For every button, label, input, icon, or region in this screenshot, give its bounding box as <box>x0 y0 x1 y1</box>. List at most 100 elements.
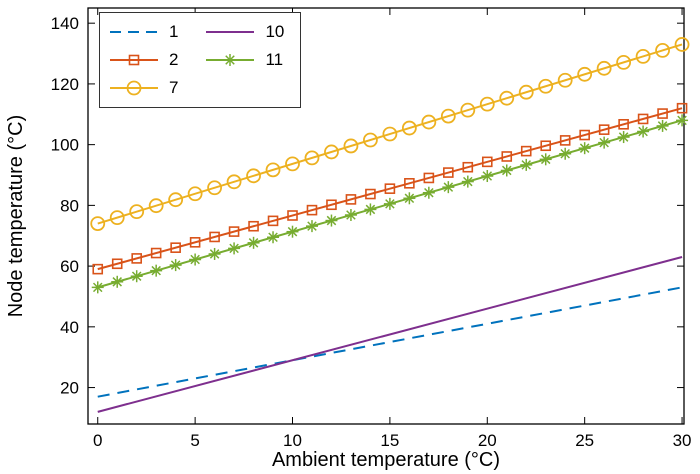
square-marker-icon <box>579 129 590 141</box>
square-marker-icon <box>345 194 357 205</box>
square-marker-icon <box>481 156 493 168</box>
square-marker-icon <box>306 204 318 216</box>
square-marker-icon <box>287 210 298 221</box>
y-tick-label: 80 <box>60 196 79 215</box>
square-marker-icon <box>189 237 201 248</box>
circle-marker-icon <box>674 37 690 52</box>
square-marker-icon <box>228 226 240 237</box>
series-line-7 <box>97 43 683 225</box>
asterisk-marker-icon <box>131 271 142 281</box>
legend-label: 10 <box>265 22 285 41</box>
asterisk-marker-icon <box>229 243 239 254</box>
x-tick-label: 20 <box>478 431 497 450</box>
circle-marker-icon <box>616 54 632 70</box>
square-marker-icon <box>111 258 123 270</box>
circle-marker-icon <box>499 90 515 106</box>
legend-sample <box>206 31 255 33</box>
square-marker-icon <box>501 151 513 162</box>
circle-marker-icon <box>382 126 398 142</box>
square-marker-icon <box>462 161 474 173</box>
y-tick-label: 20 <box>60 379 79 398</box>
circle-marker-icon <box>285 156 300 172</box>
square-marker-icon <box>209 231 220 243</box>
asterisk-marker-icon <box>404 193 415 204</box>
legend-label: 7 <box>169 78 179 97</box>
legend-column: 1 2 7 <box>108 18 178 102</box>
circle-marker-icon <box>226 174 242 190</box>
legend-item: 1 <box>108 18 178 46</box>
asterisk-marker-icon <box>618 132 629 142</box>
circle-marker-icon <box>90 216 106 231</box>
square-marker-icon <box>540 140 552 152</box>
legend-label: 11 <box>265 50 284 69</box>
square-marker-icon <box>248 220 259 232</box>
square-marker-icon <box>384 183 396 194</box>
asterisk-marker-icon <box>287 226 298 237</box>
square-marker-icon <box>92 263 104 275</box>
x-tick-label: 10 <box>283 431 302 450</box>
circle-marker-icon <box>440 108 456 124</box>
circle-marker-icon <box>460 102 476 118</box>
plot-area: 0 5 10 15 20 25 30 20 40 60 80 100 120 140 <box>51 7 692 450</box>
asterisk-marker-icon <box>677 115 687 126</box>
square-marker-icon <box>365 188 376 200</box>
asterisk-marker-icon <box>599 137 609 148</box>
square-marker-icon <box>131 253 142 264</box>
circle-marker-icon <box>129 204 145 220</box>
square-marker-icon <box>150 247 162 259</box>
legend-item: 2 <box>108 46 178 74</box>
circle-marker-icon <box>421 114 437 130</box>
series-line-2 <box>97 107 683 271</box>
circle-marker-icon <box>557 72 573 88</box>
asterisk-marker-icon <box>326 215 337 226</box>
legend-column: 10 11 <box>204 18 284 102</box>
circle-marker-icon <box>538 78 554 94</box>
y-tick-label: 60 <box>60 257 79 276</box>
circle-marker-icon <box>187 186 203 202</box>
circle-marker-icon <box>577 66 593 82</box>
circle-marker-icon <box>207 180 223 196</box>
circle-marker-icon <box>518 84 534 100</box>
asterisk-marker-icon <box>443 182 454 192</box>
asterisk-marker-icon <box>225 55 236 65</box>
asterisk-marker-icon <box>540 154 551 165</box>
x-tick-label: 0 <box>93 431 102 450</box>
circle-marker-icon <box>304 150 320 166</box>
asterisk-marker-icon <box>92 282 103 293</box>
asterisk-marker-icon <box>209 249 220 259</box>
legend-sample <box>110 80 158 96</box>
y-tick-label: 120 <box>51 75 79 94</box>
asterisk-marker-icon <box>112 277 122 287</box>
series-line-10 <box>97 256 683 413</box>
square-marker-icon <box>128 54 140 66</box>
circle-marker-icon <box>655 43 670 58</box>
legend-sample <box>110 31 158 33</box>
asterisk-marker-icon <box>482 171 493 181</box>
circle-marker-icon <box>363 132 378 148</box>
legend-label: 1 <box>169 22 179 41</box>
legend-item: 7 <box>108 74 178 102</box>
square-marker-icon <box>170 242 181 253</box>
asterisk-marker-icon <box>657 121 668 131</box>
square-marker-icon <box>423 172 435 184</box>
asterisk-marker-icon <box>560 148 570 159</box>
circle-marker-icon <box>148 198 164 214</box>
asterisk-marker-icon <box>346 210 356 220</box>
square-marker-icon <box>326 199 337 211</box>
circle-marker-icon <box>324 144 339 160</box>
square-marker-icon <box>618 118 629 130</box>
legend-item: 10 <box>204 18 284 46</box>
legend: 1 2 7 10 11 <box>99 12 302 108</box>
square-marker-icon <box>520 145 532 157</box>
circle-marker-icon <box>479 96 495 112</box>
circle-marker-icon <box>246 168 261 184</box>
y-tick-label: 40 <box>60 318 79 337</box>
square-marker-icon <box>637 113 649 125</box>
asterisk-marker-icon <box>248 238 259 248</box>
circle-marker-icon <box>343 138 359 154</box>
asterisk-marker-icon <box>268 232 278 243</box>
y-axis-label: Node temperature (°C) <box>5 115 27 318</box>
square-marker-icon <box>559 135 571 146</box>
asterisk-marker-icon <box>190 254 200 265</box>
